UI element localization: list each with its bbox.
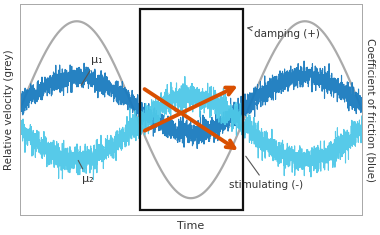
X-axis label: Time: Time xyxy=(177,221,204,231)
FancyArrowPatch shape xyxy=(145,89,234,148)
Text: damping (+): damping (+) xyxy=(248,27,320,39)
Bar xyxy=(139,9,243,210)
FancyArrowPatch shape xyxy=(145,88,234,131)
Y-axis label: Relative velocity (grey): Relative velocity (grey) xyxy=(4,49,14,170)
Text: μ₁: μ₁ xyxy=(81,55,102,85)
Text: μ₂: μ₂ xyxy=(78,161,94,184)
Text: stimulating (-): stimulating (-) xyxy=(230,156,304,190)
Y-axis label: Coefficient of friction (blue): Coefficient of friction (blue) xyxy=(366,38,376,182)
